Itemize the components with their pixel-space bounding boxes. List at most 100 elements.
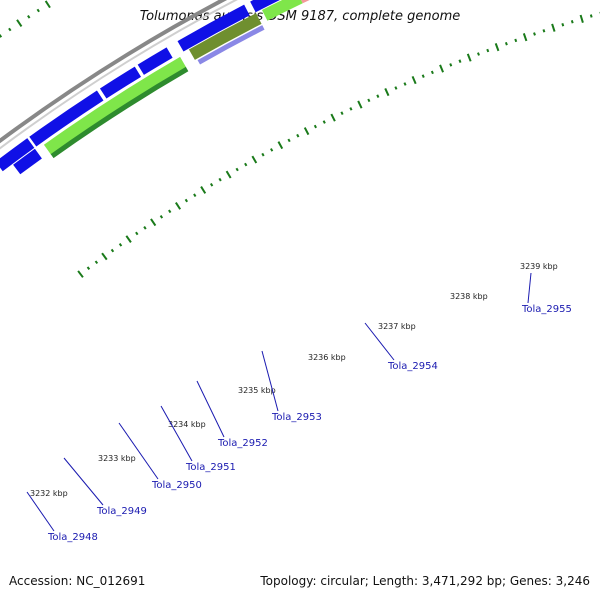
gene-label-leader <box>261 350 279 412</box>
dot-tick <box>261 152 265 157</box>
dot-tick <box>330 113 336 122</box>
kbp-scale-layer: 3232 kbp 3233 kbp 3234 kbp 3235 kbp 3236 kbp… <box>30 262 558 498</box>
dot-tick <box>277 141 284 150</box>
dot-tick <box>77 270 84 278</box>
gc-skew-track[interactable] <box>43 56 187 155</box>
cds-feature-reverse[interactable] <box>13 148 42 175</box>
rna-feature[interactable] <box>197 25 265 65</box>
dot-tick <box>225 170 232 179</box>
gene-label[interactable]: Tola_2951 <box>185 462 236 473</box>
dot-tick <box>168 209 172 214</box>
dot-tick <box>303 127 310 136</box>
dot-tick <box>296 133 300 138</box>
dot-tick <box>349 107 353 111</box>
gene-label-leader <box>63 457 104 506</box>
dot-tick <box>466 53 472 62</box>
backbone-inner <box>0 0 239 150</box>
dot-tick <box>235 167 239 172</box>
cds-feature-forward[interactable] <box>99 66 142 99</box>
dot-tick <box>118 243 123 247</box>
dot-tick <box>175 201 182 210</box>
dot-tick <box>287 138 291 143</box>
dot-tick <box>384 88 390 97</box>
dot-tick <box>322 120 326 124</box>
accession-text: Accession: NC_012691 <box>9 574 146 588</box>
kbp-scale-label: 3238 kbp <box>450 292 488 301</box>
gc-content-track[interactable] <box>188 13 262 60</box>
cds-feature-forward[interactable] <box>250 0 285 13</box>
cds-feature-forward[interactable] <box>29 90 104 147</box>
gc-content-track[interactable] <box>50 66 189 159</box>
cds-feature-forward[interactable] <box>0 138 35 172</box>
dot-tick <box>533 32 536 36</box>
dot-tick <box>449 63 453 67</box>
dot-tick <box>458 59 462 63</box>
dot-tick <box>411 75 417 85</box>
dot-tick <box>251 155 258 164</box>
dot-tick <box>8 27 12 32</box>
gene-label[interactable]: Tola_2954 <box>387 361 438 372</box>
dot-tick <box>209 182 214 187</box>
kbp-scale-label: 3233 kbp <box>98 454 136 463</box>
dot-tick <box>561 22 565 27</box>
dot-tick <box>514 38 518 43</box>
cds-feature-forward[interactable] <box>137 47 173 75</box>
dot-tick <box>200 186 207 194</box>
dot-tick <box>110 248 115 253</box>
dot-tick <box>270 148 274 152</box>
gene-label-leader <box>196 380 225 438</box>
cds-feature-forward[interactable] <box>177 4 250 52</box>
gene-label-leader <box>26 491 55 532</box>
dot-tick <box>313 124 317 129</box>
dot-tick <box>504 41 508 46</box>
dot-tick <box>486 48 490 53</box>
kbp-scale-label: 3239 kbp <box>520 262 558 271</box>
dot-tick <box>570 20 574 24</box>
dot-tick <box>44 0 51 9</box>
topology-summary: Topology: circular; Length: 3,471,292 bp… <box>260 574 590 588</box>
dot-tick <box>27 14 31 19</box>
feature-layer <box>0 0 310 175</box>
dot-tick <box>143 226 147 230</box>
gc-skew-track[interactable] <box>261 0 303 21</box>
gene-label-leader <box>364 322 395 361</box>
dot-tick <box>184 198 189 203</box>
dot-tick <box>244 162 248 167</box>
gene-label[interactable]: Tola_2948 <box>47 532 98 543</box>
gene-label-leader <box>118 422 159 480</box>
kbp-scale-label: 3235 kbp <box>238 386 276 395</box>
dot-tick <box>0 34 3 38</box>
gene-label-leader <box>160 405 193 462</box>
gene-label[interactable]: Tola_2952 <box>217 438 268 449</box>
kbp-scale-label: 3234 kbp <box>168 420 206 429</box>
gene-label[interactable]: Tola_2950 <box>151 480 202 491</box>
backbone-layer <box>0 0 239 150</box>
backbone-circle <box>0 0 228 144</box>
dot-tick <box>579 14 584 23</box>
dot-tick <box>394 86 398 90</box>
dot-tick <box>193 193 197 198</box>
dot-tick <box>218 177 222 182</box>
gene-label-leader <box>527 272 532 304</box>
gene-label[interactable]: Tola_2955 <box>521 304 572 315</box>
dot-tick <box>551 23 556 32</box>
dot-tick <box>36 8 40 13</box>
dot-tick <box>125 235 132 243</box>
dot-tick <box>367 98 371 103</box>
dot-tick <box>357 100 363 109</box>
dot-tick <box>159 214 164 219</box>
dot-tick <box>376 94 380 98</box>
kbp-scale-label: 3232 kbp <box>30 489 68 498</box>
gene-label[interactable]: Tola_2953 <box>271 412 322 423</box>
gene-label-layer[interactable]: Tola_2948 Tola_2949 Tola_2950 Tola_2951 Tola… <box>26 272 572 543</box>
dot-tick <box>439 64 444 73</box>
dot-tick <box>430 70 434 75</box>
dot-tick <box>421 74 425 78</box>
gene-label[interactable]: Tola_2949 <box>96 506 147 517</box>
dot-tick <box>340 111 344 115</box>
dot-tick-layer <box>0 0 600 278</box>
dot-tick <box>494 43 500 52</box>
dot-tick <box>94 260 99 265</box>
dot-tick <box>589 14 593 18</box>
